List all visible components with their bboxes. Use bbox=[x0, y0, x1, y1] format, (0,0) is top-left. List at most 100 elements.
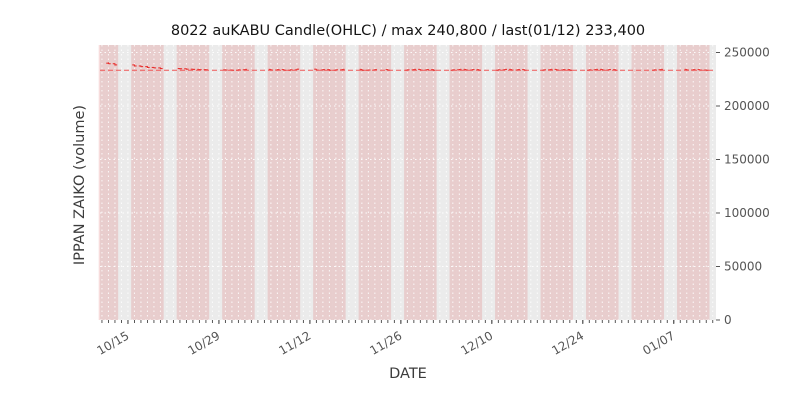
weekday-band bbox=[469, 45, 476, 320]
weekday-band bbox=[137, 45, 145, 320]
y-axis-ticks: 0 50000 100000 150000 200000 250000 bbox=[716, 45, 770, 327]
weekday-band bbox=[696, 45, 704, 320]
x-tick-label: 11/12 bbox=[276, 328, 313, 357]
candle bbox=[320, 69, 326, 71]
weekday-band bbox=[644, 45, 652, 320]
weekday-band bbox=[540, 45, 548, 320]
weekday-band bbox=[280, 45, 288, 320]
weekday-band bbox=[449, 45, 457, 320]
weekday-band bbox=[430, 45, 437, 320]
weekday-band bbox=[553, 45, 561, 320]
x-tick-label: 10/29 bbox=[185, 328, 222, 357]
candle bbox=[151, 66, 157, 69]
x-tick-label: 11/26 bbox=[367, 328, 404, 357]
weekday-band bbox=[462, 45, 470, 320]
candle bbox=[132, 64, 137, 67]
y-tick-label: 100000 bbox=[724, 206, 770, 220]
weekday-band bbox=[222, 45, 229, 320]
weekday-band bbox=[703, 45, 710, 320]
x-tick-label: 12/10 bbox=[458, 328, 495, 357]
candle bbox=[138, 65, 144, 68]
candle bbox=[431, 69, 436, 71]
weekday-band bbox=[677, 45, 684, 320]
x-axis-ticks: 10/15 10/29 11/12 11/26 12/10 12/24 01/07 bbox=[94, 320, 714, 358]
weekday-band bbox=[404, 45, 411, 320]
candle bbox=[112, 63, 118, 66]
weekday-band bbox=[378, 45, 385, 320]
weekday-band bbox=[293, 45, 301, 320]
weekday-band bbox=[690, 45, 697, 320]
weekday-band bbox=[202, 45, 210, 320]
x-tick-label: 01/07 bbox=[640, 328, 677, 357]
weekday-band bbox=[547, 45, 554, 320]
weekday-band bbox=[358, 45, 366, 320]
weekday-band bbox=[384, 45, 392, 320]
candle bbox=[106, 62, 111, 65]
x-tick-label: 12/24 bbox=[549, 328, 586, 357]
candle bbox=[463, 68, 469, 71]
weekday-band bbox=[612, 45, 619, 320]
weekday-band bbox=[248, 45, 255, 320]
weekday-band bbox=[566, 45, 574, 320]
weekday-band bbox=[228, 45, 236, 320]
candle bbox=[327, 69, 332, 71]
candle bbox=[424, 69, 430, 71]
weekday-bands bbox=[98, 45, 710, 320]
weekday-band bbox=[605, 45, 613, 320]
weekday-band bbox=[371, 45, 379, 320]
weekday-band bbox=[495, 45, 502, 320]
y-tick-label: 150000 bbox=[724, 152, 770, 166]
weekday-band bbox=[98, 45, 106, 320]
weekday-band bbox=[521, 45, 528, 320]
weekday-band bbox=[339, 45, 346, 320]
weekday-band bbox=[176, 45, 184, 320]
weekday-band bbox=[144, 45, 151, 320]
weekday-band bbox=[241, 45, 249, 320]
weekday-band bbox=[267, 45, 275, 320]
weekday-band bbox=[683, 45, 691, 320]
y-tick-label: 50000 bbox=[724, 259, 762, 273]
weekday-band bbox=[313, 45, 320, 320]
weekday-band bbox=[423, 45, 431, 320]
weekday-band bbox=[586, 45, 593, 320]
weekday-band bbox=[651, 45, 658, 320]
weekday-band bbox=[410, 45, 418, 320]
weekday-band bbox=[183, 45, 190, 320]
weekday-band bbox=[657, 45, 665, 320]
weekday-band bbox=[417, 45, 424, 320]
weekday-band bbox=[332, 45, 340, 320]
weekday-band bbox=[638, 45, 645, 320]
weekday-band bbox=[157, 45, 164, 320]
weekday-band bbox=[319, 45, 327, 320]
weekday-band bbox=[599, 45, 606, 320]
weekday-band bbox=[287, 45, 294, 320]
weekday-band bbox=[150, 45, 158, 320]
weekday-band bbox=[274, 45, 281, 320]
x-tick-label: 10/15 bbox=[94, 328, 131, 357]
y-tick-label: 250000 bbox=[724, 45, 770, 59]
weekday-band bbox=[560, 45, 567, 320]
y-tick-label: 200000 bbox=[724, 99, 770, 113]
chart-title: 8022 auKABU Candle(OHLC) / max 240,800 /… bbox=[171, 23, 645, 39]
weekday-band bbox=[456, 45, 463, 320]
weekday-band bbox=[235, 45, 242, 320]
weekday-band bbox=[501, 45, 509, 320]
weekday-band bbox=[326, 45, 333, 320]
weekday-band bbox=[365, 45, 372, 320]
weekday-band bbox=[514, 45, 522, 320]
gridlines bbox=[100, 45, 716, 321]
weekday-band bbox=[592, 45, 600, 320]
weekday-band bbox=[131, 45, 138, 320]
weekday-band bbox=[631, 45, 639, 320]
candle bbox=[158, 67, 163, 70]
candle bbox=[184, 68, 189, 70]
candle bbox=[359, 68, 365, 71]
candle bbox=[145, 66, 150, 69]
weekday-band bbox=[475, 45, 483, 320]
y-tick-label: 0 bbox=[724, 313, 732, 327]
weekday-band bbox=[189, 45, 197, 320]
weekday-band bbox=[508, 45, 515, 320]
candle bbox=[593, 68, 598, 71]
